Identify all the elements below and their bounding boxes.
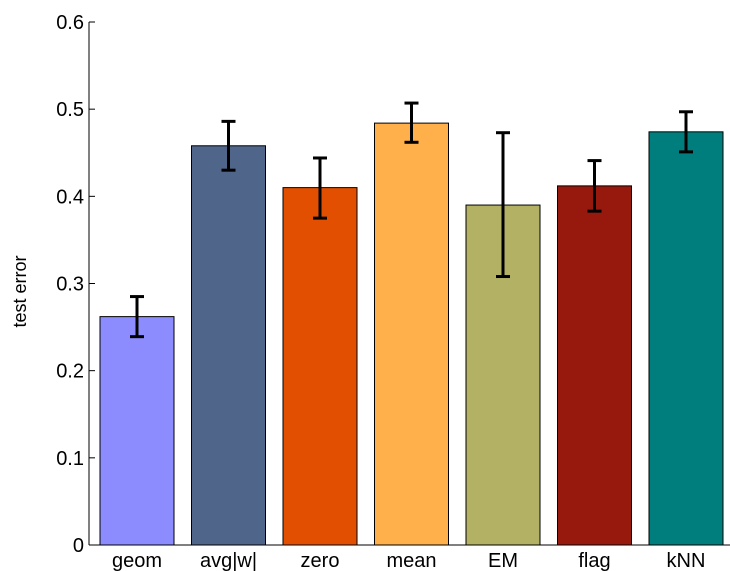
y-tick-label: 0	[73, 535, 84, 557]
x-tick-label: flag	[578, 550, 610, 571]
y-ticks-group: 0 0.1 0.2 0.3 0.4 0.5 0.6	[56, 12, 95, 557]
bars-group	[99, 122, 724, 546]
bar-0	[99, 316, 175, 546]
y-tick-label: 0.1	[56, 448, 84, 470]
x-tick-label: EM	[488, 550, 518, 571]
bar-6	[648, 131, 724, 546]
error-bars-group	[130, 101, 693, 339]
error-bar-4	[496, 131, 510, 279]
error-bar-3	[404, 101, 419, 144]
y-tick-label: 0.4	[56, 186, 84, 208]
error-bar-6	[679, 110, 693, 154]
bar-5	[557, 185, 632, 546]
x-tick-label: zero	[301, 550, 340, 571]
x-tick-label: kNN	[667, 550, 706, 571]
error-bar-5	[587, 159, 602, 213]
x-ticks-group: geom avg|w| zero mean EM flag kNN	[112, 550, 705, 571]
x-tick-label: mean	[386, 550, 436, 571]
y-tick-label: 0.2	[56, 361, 84, 383]
y-tick-label: 0.3	[56, 274, 84, 296]
error-bar-0	[130, 295, 144, 339]
error-bar-2	[313, 156, 327, 220]
y-tick-label: 0.6	[56, 12, 84, 34]
bar-3	[374, 122, 449, 546]
error-bar-1	[221, 119, 236, 172]
bar-2	[282, 187, 358, 546]
bar-1	[191, 145, 266, 546]
y-tick-label: 0.5	[56, 99, 84, 121]
x-tick-label: geom	[112, 550, 162, 571]
y-axis-label: test error	[10, 255, 30, 327]
x-tick-label: avg|w|	[200, 550, 257, 571]
